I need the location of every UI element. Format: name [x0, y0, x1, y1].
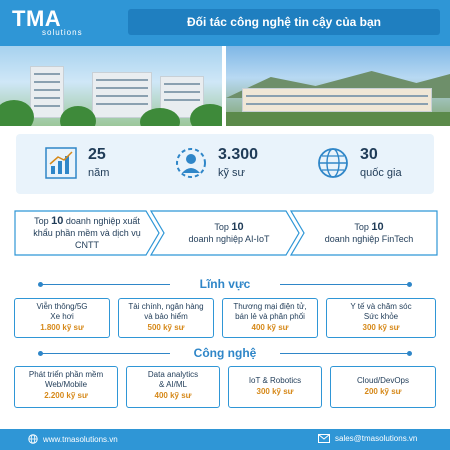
field-card-ecommerce: Thương mại điện tử, bán lẻ và phân phối …	[222, 298, 318, 338]
tech-card-label: Phát triển phần mềm Web/Mobile	[28, 370, 104, 389]
ranking-fintech: Top 10 doanh nghiệp FinTech	[290, 210, 438, 256]
footer-bar: www.tmasolutions.vn sales@tmasolutions.v…	[0, 429, 450, 450]
stat-engineers: 3.300 kỹ sư	[174, 140, 294, 188]
tech-divider-dot-left	[38, 351, 43, 356]
field-card-count: 300 kỹ sư	[362, 323, 400, 332]
logo-sub-text: solutions	[42, 28, 83, 37]
tech-card-count: 400 kỹ sư	[154, 391, 192, 400]
field-card-finance: Tài chính, ngân hàng và bảo hiểm 500 kỹ …	[118, 298, 214, 338]
tech-card-label: Data analytics & AI/ML	[147, 370, 199, 389]
stat-years: 25 năm	[44, 140, 154, 188]
tagline-banner: Đối tác công nghệ tin cậy của bạn	[128, 9, 440, 35]
globe-icon	[318, 148, 348, 178]
globe-icon	[28, 434, 38, 444]
ranking-export-text: doanh nghiệp xuất khẩu phần mềm và dịch …	[33, 216, 141, 250]
stat-countries-unit: quốc gia	[360, 167, 402, 179]
tech-card-label: IoT & Robotics	[248, 376, 302, 385]
ranking-fintech-number: 10	[371, 221, 384, 233]
field-card-count: 500 kỹ sư	[147, 323, 185, 332]
ranking-fintech-text: doanh nghiệp FinTech	[324, 234, 414, 244]
stat-engineers-number: 3.300	[218, 146, 259, 163]
ranking-fintech-prefix: Top	[354, 222, 372, 232]
footer-email-link[interactable]: sales@tmasolutions.vn	[318, 434, 417, 443]
growth-chart-icon	[45, 147, 77, 179]
engineer-gear-icon	[176, 148, 206, 178]
ranking-ai-iot: Top 10 doanh nghiệp AI-IoT	[150, 210, 300, 256]
campus-photo-left	[0, 46, 222, 126]
ranking-ai-iot-prefix: Top	[214, 222, 232, 232]
logo-main-text: TMA	[12, 6, 62, 31]
fields-title: Lĩnh vực	[199, 277, 251, 291]
field-card-label: Y tế và chăm sóc Sức khỏe	[350, 302, 412, 321]
ranking-ai-iot-number: 10	[231, 221, 244, 233]
field-card-count: 400 kỹ sư	[251, 323, 289, 332]
stat-years-unit: năm	[88, 167, 110, 179]
fields-divider-right	[280, 284, 410, 285]
footer-website-text: www.tmasolutions.vn	[43, 434, 118, 444]
field-card-healthcare: Y tế và chăm sóc Sức khỏe 300 kỹ sư	[326, 298, 436, 338]
tech-card-cloud-devops: Cloud/DevOps 200 kỹ sư	[330, 366, 436, 408]
tech-card-count: 300 kỹ sư	[256, 387, 294, 396]
tech-divider-right	[280, 353, 410, 354]
stat-countries-number: 30	[360, 146, 378, 163]
tech-title: Công nghệ	[193, 346, 257, 360]
tech-card-data-ai: Data analytics & AI/ML 400 kỹ sư	[126, 366, 220, 408]
header-bar: TMA solutions Đối tác công nghệ tin cậy …	[0, 0, 450, 46]
fields-divider-left	[40, 284, 170, 285]
field-card-label: Thương mại điện tử, bán lẻ và phân phối	[233, 302, 307, 321]
field-card-label: Tài chính, ngân hàng và bảo hiểm	[128, 302, 204, 321]
stats-panel: 25 năm 3.300 kỹ sư 30 quốc gia	[16, 134, 434, 194]
tech-card-count: 200 kỹ sư	[364, 387, 402, 396]
stat-years-number: 25	[88, 146, 106, 163]
fields-divider-dot-right	[407, 282, 412, 287]
tech-card-web-mobile: Phát triển phần mềm Web/Mobile 2.200 kỹ …	[14, 366, 118, 408]
ranking-export-number: 10	[51, 215, 64, 227]
tech-divider-left	[40, 353, 170, 354]
tma-logo[interactable]: TMA solutions	[12, 6, 122, 42]
footer-website-link[interactable]: www.tmasolutions.vn	[28, 434, 118, 444]
fields-divider-dot-left	[38, 282, 43, 287]
field-card-telecom: Viễn thông/5G Xe hơi 1.800 kỹ sư	[14, 298, 110, 338]
tech-card-label: Cloud/DevOps	[356, 376, 410, 385]
ranking-export-prefix: Top	[34, 216, 52, 226]
tech-divider-dot-right	[407, 351, 412, 356]
field-card-count: 1.800 kỹ sư	[40, 323, 84, 332]
stat-countries: 30 quốc gia	[316, 140, 426, 188]
tech-card-iot-robotics: IoT & Robotics 300 kỹ sư	[228, 366, 322, 408]
campus-photo-right	[226, 46, 450, 126]
tech-card-count: 2.200 kỹ sư	[44, 391, 88, 400]
ranking-export: Top 10 doanh nghiệp xuất khẩu phần mềm v…	[14, 210, 160, 256]
footer-email-text: sales@tmasolutions.vn	[335, 434, 418, 443]
ranking-ai-iot-text: doanh nghiệp AI-IoT	[188, 234, 270, 244]
stat-engineers-unit: kỹ sư	[218, 167, 245, 179]
field-card-label: Viễn thông/5G Xe hơi	[36, 302, 88, 321]
mail-icon	[318, 434, 330, 443]
